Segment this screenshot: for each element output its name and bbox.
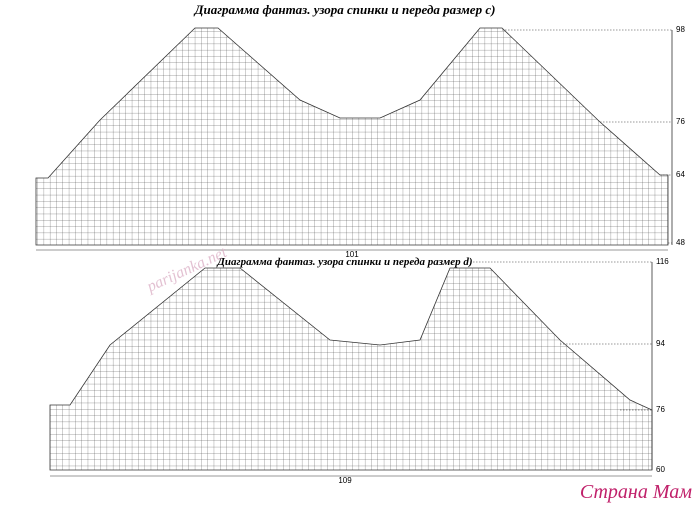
stitch-count: 101 [345,250,359,259]
chart-grid-c [35,27,669,246]
title-c: Диаграмма фантаз. узора спинки и переда … [194,2,496,17]
guides [470,261,652,411]
title-d: Диаграмма фантаз. узора спинки и переда … [216,256,472,268]
row-label: 76 [656,405,665,414]
watermark: Страна Мам [580,481,692,503]
stitch-count: 109 [338,476,352,485]
row-label: 48 [676,238,685,247]
row-label: 116 [656,257,669,266]
guides [502,29,672,244]
row-label: 98 [676,25,685,34]
row-label: 60 [656,465,665,474]
row-label: 94 [656,339,665,348]
chart-grid-d [49,267,653,471]
row-label: 64 [676,170,685,179]
row-label: 76 [676,117,685,126]
